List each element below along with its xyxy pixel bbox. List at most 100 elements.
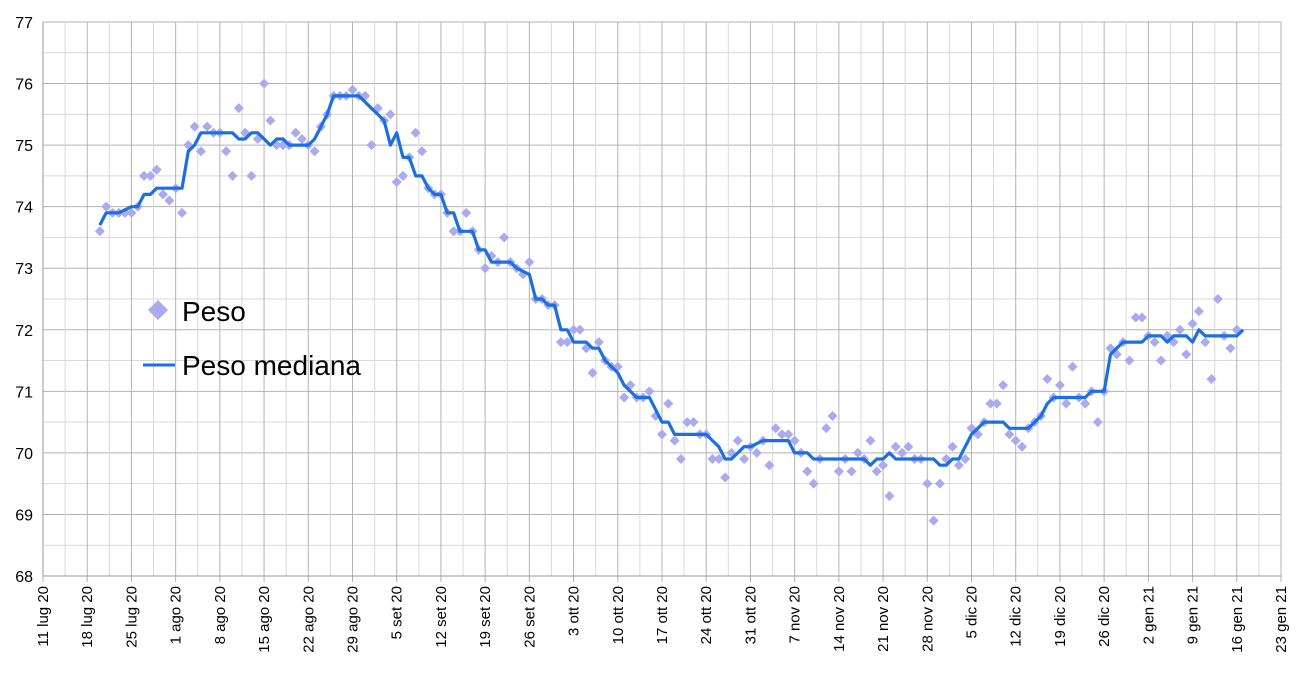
peso-mediana-line — [98, 94, 1245, 467]
peso-point — [416, 146, 427, 157]
peso-point — [897, 447, 908, 458]
x-tick-label: 10 ott 20 — [610, 586, 627, 644]
peso-point — [739, 454, 750, 465]
peso-point — [1054, 380, 1065, 391]
peso-point — [158, 189, 169, 200]
x-tick-label: 2 gen 21 — [1140, 586, 1157, 644]
peso-point — [663, 398, 674, 409]
peso-point — [922, 478, 933, 489]
peso-point — [524, 257, 535, 268]
x-tick-label: 19 dic 20 — [1052, 586, 1069, 647]
peso-point — [707, 454, 718, 465]
peso-point — [1080, 398, 1091, 409]
peso-point — [101, 201, 112, 212]
peso-point — [480, 263, 491, 274]
peso-point — [1010, 435, 1021, 446]
peso-point — [410, 127, 421, 138]
x-tick-label: 22 ago 20 — [300, 586, 317, 653]
y-tick-label: 77 — [15, 15, 33, 32]
peso-point — [827, 410, 838, 421]
x-tick-label: 17 ott 20 — [654, 586, 671, 644]
peso-point — [265, 115, 276, 126]
peso-point — [657, 429, 667, 440]
peso-point — [953, 460, 964, 471]
peso-point — [202, 121, 213, 132]
peso-point — [398, 170, 409, 181]
x-tick-label: 5 dic 20 — [964, 586, 981, 639]
y-tick-label: 72 — [15, 323, 33, 340]
peso-point — [669, 435, 680, 446]
peso-point — [985, 398, 996, 409]
peso-point — [991, 398, 1002, 409]
x-tick-label: 16 gen 21 — [1229, 586, 1246, 653]
peso-point — [139, 170, 150, 181]
peso-point — [195, 146, 206, 157]
peso-point — [644, 386, 655, 397]
peso-point — [682, 417, 693, 428]
y-tick-label: 73 — [15, 261, 33, 278]
peso-point — [1187, 318, 1198, 329]
peso-point — [176, 207, 187, 218]
legend-mediana-label: Peso mediana — [182, 350, 361, 381]
peso-point — [688, 417, 699, 428]
axes — [42, 22, 1281, 577]
peso-point — [720, 472, 731, 483]
x-tick-label: 23 gen 21 — [1273, 586, 1290, 653]
peso-point — [227, 170, 238, 181]
peso-point — [259, 78, 270, 89]
peso-point — [391, 177, 402, 188]
y-tick-label: 70 — [15, 446, 33, 463]
x-tick-label: 26 dic 20 — [1096, 586, 1113, 647]
x-tick-label: 31 ott 20 — [742, 586, 759, 644]
x-tick-label: 1 ago 20 — [168, 586, 185, 644]
peso-point — [1155, 355, 1166, 366]
y-tick-label: 76 — [15, 77, 33, 94]
x-tick-label: 11 lug 20 — [35, 586, 52, 647]
peso-scatter-series — [94, 78, 1242, 526]
peso-point — [821, 423, 832, 434]
peso-point — [246, 170, 257, 181]
peso-point — [878, 460, 889, 471]
peso-point — [928, 515, 939, 526]
peso-point — [833, 466, 844, 477]
peso-point — [783, 429, 794, 440]
peso-point — [789, 435, 800, 446]
y-tick-label: 74 — [15, 200, 33, 217]
peso-point — [770, 423, 781, 434]
peso-point — [947, 441, 958, 452]
x-tick-label: 15 ago 20 — [256, 586, 273, 653]
peso-point — [1124, 355, 1135, 366]
peso-point — [871, 466, 882, 477]
peso-point — [1206, 374, 1217, 385]
peso-point — [499, 232, 510, 243]
peso-point — [555, 337, 566, 348]
peso-point — [619, 392, 630, 403]
peso-point — [751, 447, 762, 458]
peso-point — [934, 478, 945, 489]
peso-point — [164, 195, 175, 206]
peso-point — [777, 429, 788, 440]
peso-point — [461, 207, 472, 218]
x-tick-label: 21 nov 20 — [875, 586, 892, 652]
peso-point — [1017, 441, 1028, 452]
peso-point — [448, 226, 459, 237]
peso-point — [221, 146, 232, 157]
x-tick-label: 9 gen 21 — [1185, 586, 1202, 644]
legend-peso-marker — [148, 300, 168, 320]
y-tick-label: 68 — [15, 569, 33, 586]
y-tick-label: 75 — [15, 138, 33, 155]
peso-point — [94, 226, 105, 237]
x-tick-label: 25 lug 20 — [123, 586, 140, 648]
peso-point — [865, 435, 876, 446]
peso-point — [1067, 361, 1078, 372]
y-tick-label: 69 — [15, 507, 33, 524]
peso-point — [126, 207, 137, 218]
peso-point — [802, 466, 813, 477]
peso-point — [890, 441, 901, 452]
peso-point — [1181, 349, 1192, 360]
peso-point — [562, 337, 573, 348]
x-tick-label: 26 set 20 — [521, 586, 538, 648]
peso-point — [151, 164, 162, 175]
peso-point — [385, 109, 396, 120]
